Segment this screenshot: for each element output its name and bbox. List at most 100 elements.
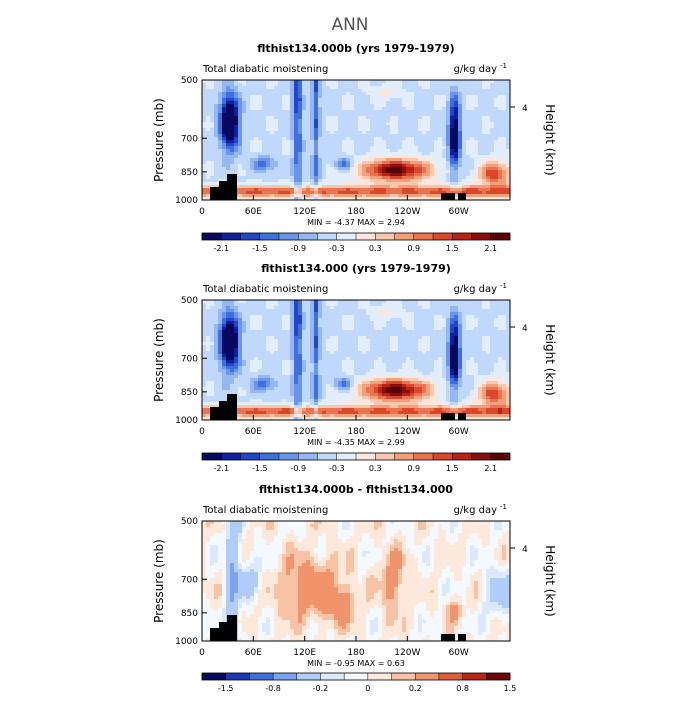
heatmap-cell: [358, 134, 362, 137]
heatmap-cell: [326, 128, 330, 131]
heatmap-cell: [466, 158, 470, 161]
heatmap-cell: [286, 104, 290, 107]
heatmap-cell: [358, 318, 362, 321]
heatmap-cell: [314, 378, 318, 381]
heatmap-cell: [274, 387, 278, 390]
heatmap-cell: [350, 116, 354, 119]
heatmap-cell: [202, 351, 206, 354]
heatmap-cell: [234, 137, 238, 140]
heatmap-cell: [246, 372, 250, 375]
heatmap-cell: [406, 161, 410, 164]
heatmap-cell: [250, 140, 254, 143]
heatmap-cell: [470, 146, 474, 149]
heatmap-cell: [230, 318, 234, 321]
heatmap-cell: [362, 149, 366, 152]
heatmap-cell: [214, 366, 218, 369]
heatmap-cell: [306, 372, 310, 375]
heatmap-cell: [314, 315, 318, 318]
heatmap-cell: [394, 92, 398, 95]
heatmap-cell: [234, 167, 238, 170]
heatmap-cell: [338, 128, 342, 131]
heatmap-cell: [334, 327, 338, 330]
heatmap-field: [202, 300, 510, 420]
heatmap-cell: [350, 164, 354, 167]
heatmap-cell: [322, 83, 326, 86]
heatmap-cell: [314, 333, 318, 336]
heatmap-cell: [210, 402, 214, 405]
heatmap-cell: [270, 381, 274, 384]
heatmap-cell: [354, 333, 358, 336]
heatmap-cell: [350, 327, 354, 330]
heatmap-cell: [338, 321, 342, 324]
heatmap-cell: [454, 134, 458, 137]
heatmap-cell: [346, 303, 350, 306]
heatmap-cell: [214, 345, 218, 348]
heatmap-cell: [478, 182, 482, 185]
heatmap-cell: [218, 107, 222, 110]
heatmap-cell: [338, 161, 342, 164]
heatmap-cell: [286, 345, 290, 348]
heatmap-cell: [302, 396, 306, 399]
heatmap-cell: [326, 137, 330, 140]
heatmap-cell: [374, 164, 378, 167]
heatmap-cell: [362, 336, 366, 339]
heatmap-cell: [370, 390, 374, 393]
heatmap-cell: [262, 146, 266, 149]
heatmap-cell: [270, 140, 274, 143]
heatmap-cell: [262, 381, 266, 384]
heatmap-cell: [278, 137, 282, 140]
heatmap-cell: [318, 107, 322, 110]
heatmap-cell: [238, 396, 242, 399]
heatmap-cell: [266, 113, 270, 116]
heatmap-cell: [438, 104, 442, 107]
heatmap-cell: [270, 164, 274, 167]
heatmap-cell: [362, 113, 366, 116]
heatmap-cell: [370, 158, 374, 161]
heatmap-cell: [242, 158, 246, 161]
heatmap-cell: [358, 143, 362, 146]
heatmap-cell: [250, 342, 254, 345]
heatmap-cell: [330, 167, 334, 170]
heatmap-cell: [202, 86, 206, 89]
heatmap-cell: [362, 387, 366, 390]
heatmap-cell: [258, 300, 262, 303]
heatmap-cell: [486, 173, 490, 176]
heatmap-cell: [226, 161, 230, 164]
heatmap-cell: [226, 110, 230, 113]
heatmap-cell: [310, 327, 314, 330]
heatmap-cell: [238, 98, 242, 101]
heatmap-cell: [282, 128, 286, 131]
heatmap-cell: [254, 408, 258, 411]
heatmap-cell: [334, 116, 338, 119]
chart-subtitle-left: Total diabatic moistening: [202, 284, 328, 295]
heatmap-cell: [502, 131, 506, 134]
heatmap-cell: [262, 330, 266, 333]
heatmap-cell: [334, 128, 338, 131]
heatmap-cell: [322, 336, 326, 339]
heatmap-cell: [262, 306, 266, 309]
heatmap-cell: [366, 342, 370, 345]
heatmap-cell: [286, 146, 290, 149]
heatmap-cell: [382, 387, 386, 390]
heatmap-cell: [302, 369, 306, 372]
heatmap-cell: [266, 312, 270, 315]
heatmap-cell: [242, 360, 246, 363]
heatmap-cell: [302, 191, 306, 194]
heatmap-cell: [286, 336, 290, 339]
heatmap-cell: [498, 140, 502, 143]
heatmap-cell: [230, 86, 234, 89]
heatmap-cell: [446, 89, 450, 92]
heatmap-cell: [302, 303, 306, 306]
heatmap-cell: [314, 342, 318, 345]
heatmap-cell: [298, 98, 302, 101]
heatmap-cell: [378, 402, 382, 405]
heatmap-cell: [374, 399, 378, 402]
heatmap-cell: [306, 101, 310, 104]
heatmap-cell: [282, 336, 286, 339]
heatmap-cell: [366, 146, 370, 149]
heatmap-cell: [258, 309, 262, 312]
heatmap-cell: [234, 92, 238, 95]
heatmap-cell: [390, 116, 394, 119]
heatmap-cell: [334, 95, 338, 98]
heatmap-cell: [210, 143, 214, 146]
